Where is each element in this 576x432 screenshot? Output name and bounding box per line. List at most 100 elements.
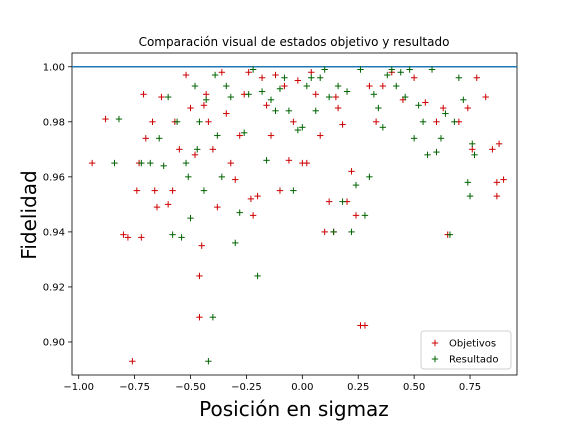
data-point [169,231,176,238]
x-tick-label: −0.50 [175,382,206,393]
data-point [308,74,315,81]
x-tick-label: −0.75 [119,382,150,393]
y-tick-label: 0.90 [43,337,65,348]
data-point [406,66,413,73]
plot-frame [71,52,518,376]
data-point [258,88,266,95]
data-point [290,118,297,126]
data-point [156,135,163,142]
data-point [227,93,234,101]
data-point [187,104,194,112]
data-point [433,118,440,126]
data-point [370,91,378,98]
data-point [303,159,310,167]
data-point [263,157,270,164]
data-point [236,209,243,216]
data-point [357,66,364,73]
data-point [164,93,172,101]
data-point [151,187,158,194]
data-point [437,135,445,142]
data-point [196,272,203,280]
data-point [334,82,342,90]
data-point [469,140,476,148]
data-point [321,228,328,236]
data-point [247,195,255,203]
data-point [312,107,319,114]
data-point [182,71,190,79]
data-point [299,124,306,131]
data-point [102,115,109,123]
data-point [211,71,219,79]
data-point [464,104,472,112]
data-point [343,88,351,95]
data-point [209,146,217,153]
data-point [482,93,489,101]
data-point [173,118,181,126]
data-point [218,69,226,76]
data-point [245,91,252,98]
data-point [332,93,340,101]
data-point [267,132,275,139]
data-point [191,151,199,159]
data-point [133,187,141,194]
data-point [272,71,279,79]
data-point [330,228,337,236]
data-point [140,91,147,98]
data-point [379,82,387,90]
data-point [202,96,210,103]
data-point [401,93,409,101]
x-tick-label: −0.25 [231,382,262,393]
data-point [138,234,145,241]
x-axis-label: Posición en sigmaz [199,397,389,421]
data-point [263,102,270,109]
data-point [209,314,217,321]
legend-label: Objetivos [449,339,496,350]
data-point [489,146,496,153]
y-axis-label: Fidelidad [17,170,41,259]
data-point [232,239,239,247]
y-tick-label: 0.96 [43,172,65,183]
data-point [198,242,205,249]
data-point [227,159,234,167]
data-point [428,66,436,73]
data-point [446,231,454,238]
data-point [158,93,165,101]
data-point [334,104,342,112]
data-point [276,187,284,194]
data-point [433,148,440,156]
data-point [236,132,243,139]
data-point [384,71,391,79]
data-point [194,146,201,153]
data-point [202,91,210,98]
data-point [147,159,154,167]
data-point [422,99,429,106]
data-point [267,96,275,103]
data-point [153,203,161,211]
y-tick-label: 1.00 [43,62,65,73]
y-tick-label: 0.94 [43,227,65,238]
data-point [196,118,203,126]
data-point [495,140,503,148]
data-point [149,118,156,126]
data-point [218,173,226,181]
data-point [294,77,302,84]
data-point [276,85,284,92]
data-point [493,192,501,200]
data-point [303,82,310,90]
data-point [308,69,315,76]
data-point [120,231,127,238]
y-tick-label: 0.92 [43,282,65,293]
data-point [281,74,288,81]
data-point [232,176,239,183]
data-point [115,115,123,123]
data-point [178,234,185,241]
plot-area: −1.00 −0.75 −0.50 −0.25 0.00 0.25 0.50 0.75 0.90… [43,52,518,393]
data-point [285,157,293,164]
data-point [176,146,183,153]
data-point [410,135,418,142]
data-point [169,187,176,194]
data-point [473,74,480,81]
legend-marker [431,355,439,363]
data-point [415,102,422,109]
